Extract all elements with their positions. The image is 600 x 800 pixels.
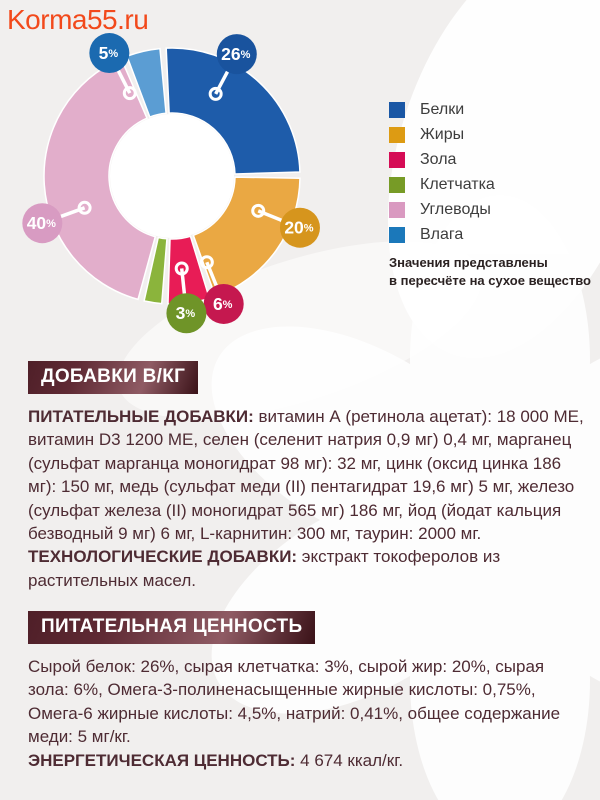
leader-dot: [122, 86, 137, 101]
chart-note: Значения представлены в пересчёте на сухо…: [389, 254, 591, 291]
section-additives-per-kg: ДОБАВКИ В/КГ ПИТАТЕЛЬНЫЕ ДОБАВКИ: витами…: [28, 361, 584, 592]
paragraph: Сырой белок: 26%, сырая клетчатка: 3%, с…: [28, 657, 561, 747]
chart-legend: Белки Жиры Зола Клетчатка Углеводы Влага: [389, 97, 495, 247]
legend-item: Клетчатка: [389, 172, 495, 197]
section-nutritional-value: ПИТАТЕЛЬНАЯ ЦЕННОСТЬ Сырой белок: 26%, с…: [28, 611, 584, 772]
legend-label: Зола: [420, 150, 457, 168]
donut-badge-label: 26%: [221, 44, 250, 64]
legend-swatch-icon: [389, 176, 405, 193]
section-body: ПИТАТЕЛЬНЫЕ ДОБАВКИ: витамин А (ретинола…: [28, 405, 584, 592]
donut-badge-label: 20%: [284, 218, 313, 238]
donut-slice-Клетчатка: [143, 236, 168, 305]
legend-swatch-icon: [389, 151, 405, 168]
leader-dot: [199, 255, 214, 270]
legend-label: Углеводы: [420, 200, 491, 218]
legend-label: Жиры: [420, 125, 465, 143]
donut-slice-Влага: [125, 47, 167, 118]
donut-badge-Влага: [89, 33, 130, 74]
legend-item: Жиры: [389, 122, 495, 147]
legend-swatch-icon: [389, 201, 405, 218]
donut-hole: [110, 114, 234, 238]
section-title-badge: ДОБАВКИ В/КГ: [28, 361, 199, 394]
donut-badge-label: 6%: [213, 294, 233, 314]
donut-badge-label: 5%: [99, 43, 119, 63]
chart-note-line: в пересчёте на сухое вещество: [389, 273, 592, 289]
donut-badge-label: 40%: [27, 213, 56, 233]
chart-note-line: Значения представлены: [389, 255, 548, 270]
donut-badge-Клетчатка: [166, 293, 207, 334]
leader-dot: [208, 86, 223, 101]
legend-item: Белки: [389, 97, 495, 122]
legend-item: Углеводы: [389, 197, 495, 222]
paragraph-lead: ТЕХНОЛОГИЧЕСКИЕ ДОБАВКИ:: [28, 547, 298, 567]
section-title-badge: ПИТАТЕЛЬНАЯ ЦЕННОСТЬ: [28, 611, 316, 644]
donut-slice-Углеводы: [43, 57, 157, 301]
paragraph-lead: ПИТАТЕЛЬНЫЕ ДОБАВКИ:: [28, 407, 254, 426]
legend-swatch-icon: [389, 126, 405, 143]
legend-item: Влага: [389, 222, 495, 247]
nutrition-donut-chart: 26% 20% 6% 3% 40% 5%: [22, 33, 320, 334]
legend-swatch-icon: [389, 101, 405, 118]
legend-swatch-icon: [389, 226, 405, 243]
paragraph: ТЕХНОЛОГИЧЕСКИЕ ДОБАВКИ: экстракт токофе…: [28, 547, 501, 590]
donut-badge-label: 3%: [176, 303, 196, 323]
donut-badge-Жиры: [279, 207, 320, 248]
legend-label: Клетчатка: [420, 175, 495, 193]
legend-label: Влага: [420, 225, 464, 243]
section-body: Сырой белок: 26%, сырая клетчатка: 3%, с…: [28, 655, 584, 772]
site-logo[interactable]: Korma55.ru: [7, 4, 149, 35]
donut-badge-Углеводы: [22, 203, 63, 244]
donut-badge-Зола: [203, 283, 244, 324]
donut-badge-Белки: [216, 34, 257, 75]
legend-label: Белки: [420, 100, 465, 118]
leader-dot: [174, 261, 189, 276]
leader-dot: [77, 200, 92, 215]
paragraph: ПИТАТЕЛЬНЫЕ ДОБАВКИ: витамин А (ретинола…: [28, 407, 584, 544]
paragraph-lead: ЭНЕРГЕТИЧЕСКАЯ ЦЕННОСТЬ:: [28, 750, 296, 770]
legend-item: Зола: [389, 147, 495, 172]
paragraph: ЭНЕРГЕТИЧЕСКАЯ ЦЕННОСТЬ: 4 674 ккал/кг.: [28, 750, 404, 770]
leader-dot: [251, 203, 266, 218]
